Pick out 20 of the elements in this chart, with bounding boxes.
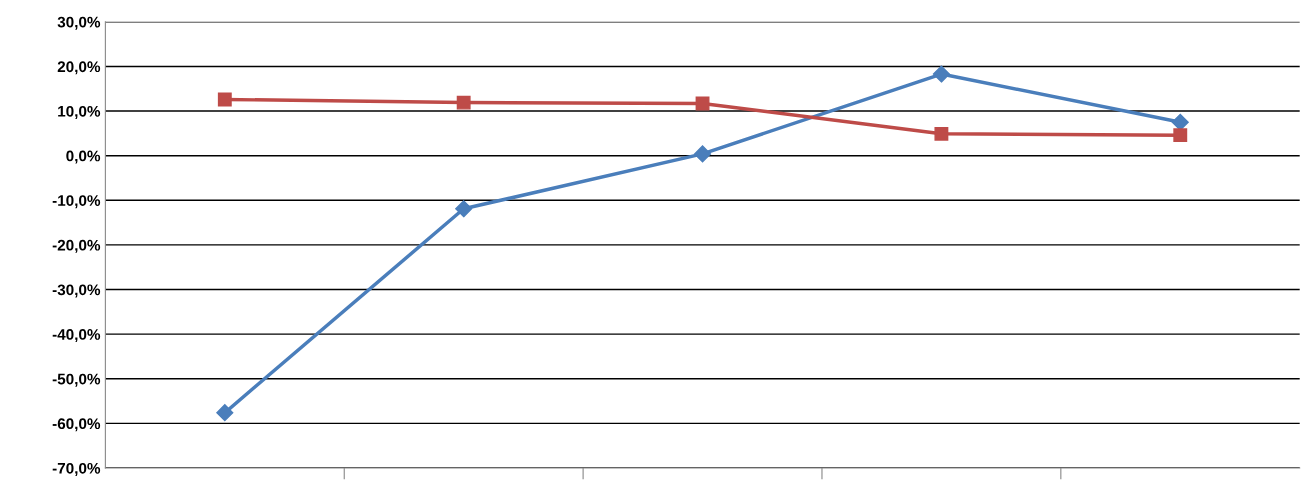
y-tick-label: 0,0%	[66, 150, 101, 164]
point	[1173, 128, 1188, 143]
point	[934, 126, 949, 141]
y-tick-label: -40,0%	[52, 329, 101, 343]
y-tick-label: -30,0%	[52, 284, 101, 298]
point	[455, 200, 473, 218]
point	[1171, 113, 1189, 131]
point	[217, 92, 232, 107]
point	[456, 95, 471, 110]
y-tick-label: -70,0%	[52, 462, 101, 476]
y-tick-label: 30,0%	[57, 16, 101, 30]
y-tick-label: 20,0%	[57, 61, 101, 75]
point	[932, 65, 950, 83]
y-tick-label: -10,0%	[52, 195, 101, 209]
y-tick-label: 10,0%	[58, 105, 101, 119]
y-tick-label: -20,0%	[52, 239, 101, 253]
y-tick-label: -60,0%	[52, 418, 101, 432]
point	[216, 404, 234, 422]
point	[693, 145, 712, 163]
y-tick-label: -50,0%	[52, 373, 101, 387]
